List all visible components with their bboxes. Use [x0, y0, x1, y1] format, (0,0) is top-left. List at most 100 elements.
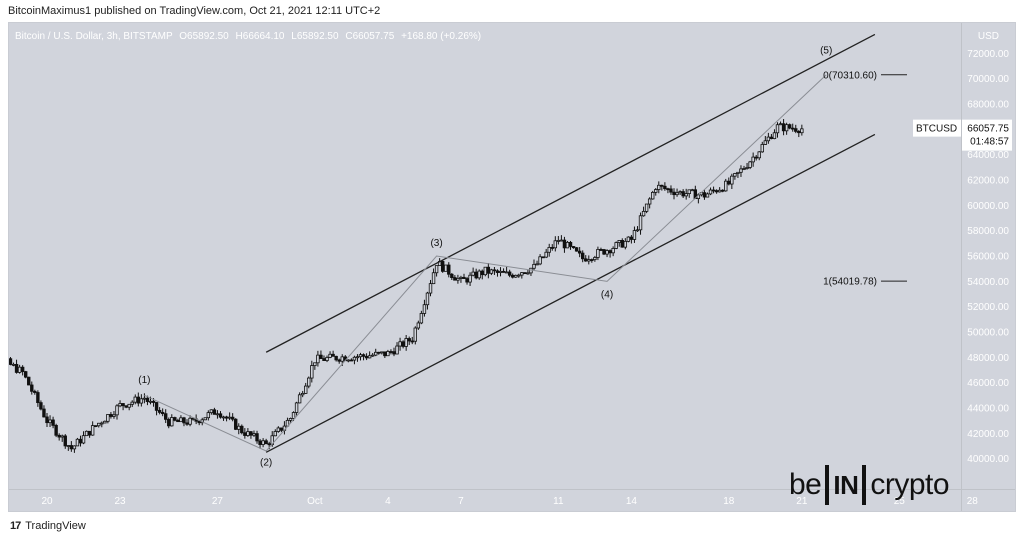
candle-body	[370, 354, 375, 357]
candle-body	[304, 385, 308, 394]
price-tick-label: 72000.00	[967, 49, 1009, 60]
candle-body	[133, 396, 137, 403]
time-tick-label: 18	[723, 496, 735, 507]
low-value: 65892.50	[296, 31, 339, 42]
time-tick-label: 11	[553, 496, 564, 507]
candle-body	[501, 270, 506, 273]
candle-body	[769, 136, 774, 140]
candle-body	[781, 123, 786, 132]
candle-body	[148, 400, 153, 403]
candle-body	[571, 246, 576, 249]
price-chart[interactable]: 40000.00 42000.00 44000.00 46000.00 48000.00…	[9, 23, 1015, 511]
candle-body	[462, 276, 466, 279]
candle-body	[288, 418, 293, 421]
candle-body	[361, 354, 366, 357]
candle-body	[410, 340, 414, 343]
candle-body	[431, 272, 436, 285]
candle-body	[605, 250, 609, 255]
price-tick-label: 48000.00	[967, 353, 1009, 364]
candle-body	[313, 362, 317, 367]
low-key: L	[291, 31, 297, 42]
candle-body	[63, 435, 67, 447]
candle-body	[334, 355, 338, 361]
candle-body	[629, 236, 634, 240]
candle-body	[678, 191, 682, 194]
candle-body	[209, 409, 214, 414]
candle-body	[757, 151, 761, 159]
candle-body	[669, 188, 673, 193]
tradingview-footer[interactable]: 17 TradingView	[10, 520, 86, 532]
candle-body	[492, 269, 497, 272]
candle-body	[300, 392, 305, 396]
candle-body	[167, 418, 171, 427]
candle-body	[599, 249, 603, 251]
open-value: 65892.50	[187, 31, 229, 42]
time-tick-label: 27	[212, 496, 224, 507]
price-tick-label: 54000.00	[967, 277, 1009, 288]
candle-body	[760, 144, 764, 153]
candle-body	[742, 168, 746, 170]
candle-body	[121, 403, 125, 407]
candle-body	[157, 409, 162, 413]
price-tick-label: 52000.00	[967, 302, 1009, 313]
candle-body	[504, 271, 509, 274]
candle-body	[273, 431, 277, 437]
candle-body	[608, 250, 612, 254]
candle-body	[714, 190, 719, 193]
candle-body	[641, 210, 646, 217]
candle-body	[33, 390, 37, 393]
candle-body	[736, 171, 740, 174]
fib-level-label: 1(54019.78)	[823, 277, 877, 288]
candle-body	[17, 366, 22, 373]
currency-label: USD	[978, 31, 999, 42]
candle-body	[297, 394, 302, 404]
candle-body	[751, 156, 755, 163]
time-tick-label: 20	[41, 496, 53, 507]
candle-body	[727, 180, 731, 185]
chart-panel[interactable]: 40000.00 42000.00 44000.00 46000.00 48000.00…	[8, 22, 1016, 512]
candle-body	[218, 413, 223, 418]
price-tick-label: 42000.00	[967, 429, 1009, 440]
candle-body	[240, 425, 244, 434]
candle-body	[471, 271, 475, 276]
candle-body	[100, 422, 104, 425]
candle-body	[495, 270, 500, 273]
candle-body	[319, 354, 323, 359]
tradingview-logo-icon: 17	[10, 520, 21, 532]
tradingview-logo-text: TradingView	[25, 520, 86, 532]
candle-body	[687, 189, 691, 194]
candle-body	[657, 184, 661, 190]
candle-body	[230, 416, 235, 420]
candle-body	[510, 274, 515, 278]
price-tick-label: 40000.00	[967, 454, 1009, 465]
candle-body	[784, 124, 789, 132]
candle-body	[78, 438, 83, 444]
candle-body	[145, 397, 150, 402]
beincrypto-logo: be IN crypto	[789, 460, 950, 510]
candle-body	[684, 193, 688, 197]
symbol-tag-box	[913, 119, 961, 137]
candle-body	[103, 420, 107, 424]
price-tick-label: 58000.00	[967, 226, 1009, 237]
candle-body	[258, 440, 262, 445]
candle-body	[711, 189, 716, 192]
time-tick-label: 23	[114, 496, 126, 507]
candle-body	[623, 240, 628, 248]
candle-body	[182, 417, 186, 424]
candle-body	[173, 417, 177, 421]
candle-body	[724, 180, 728, 192]
candle-body	[717, 189, 722, 193]
candle-body	[754, 156, 758, 159]
candle-body	[261, 440, 265, 445]
candle-body	[407, 338, 411, 342]
candle-body	[450, 273, 454, 278]
candle-body	[702, 192, 707, 198]
bar-countdown-label: 01:48:57	[970, 137, 1009, 148]
candle-body	[81, 435, 86, 444]
candle-body	[440, 261, 445, 272]
candle-body	[90, 425, 95, 436]
candle-body	[547, 247, 551, 253]
candle-body	[517, 274, 521, 277]
candle-body	[164, 413, 168, 420]
candle-body	[364, 355, 369, 359]
